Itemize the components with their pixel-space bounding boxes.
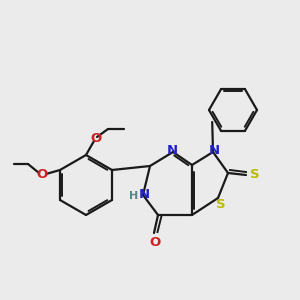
Text: O: O [149, 236, 161, 248]
Text: O: O [90, 133, 102, 146]
Text: S: S [216, 197, 226, 211]
Text: N: N [208, 145, 220, 158]
Text: N: N [138, 188, 150, 202]
Text: H: H [129, 191, 139, 201]
Text: N: N [167, 145, 178, 158]
Text: S: S [250, 169, 260, 182]
Text: O: O [36, 167, 48, 181]
